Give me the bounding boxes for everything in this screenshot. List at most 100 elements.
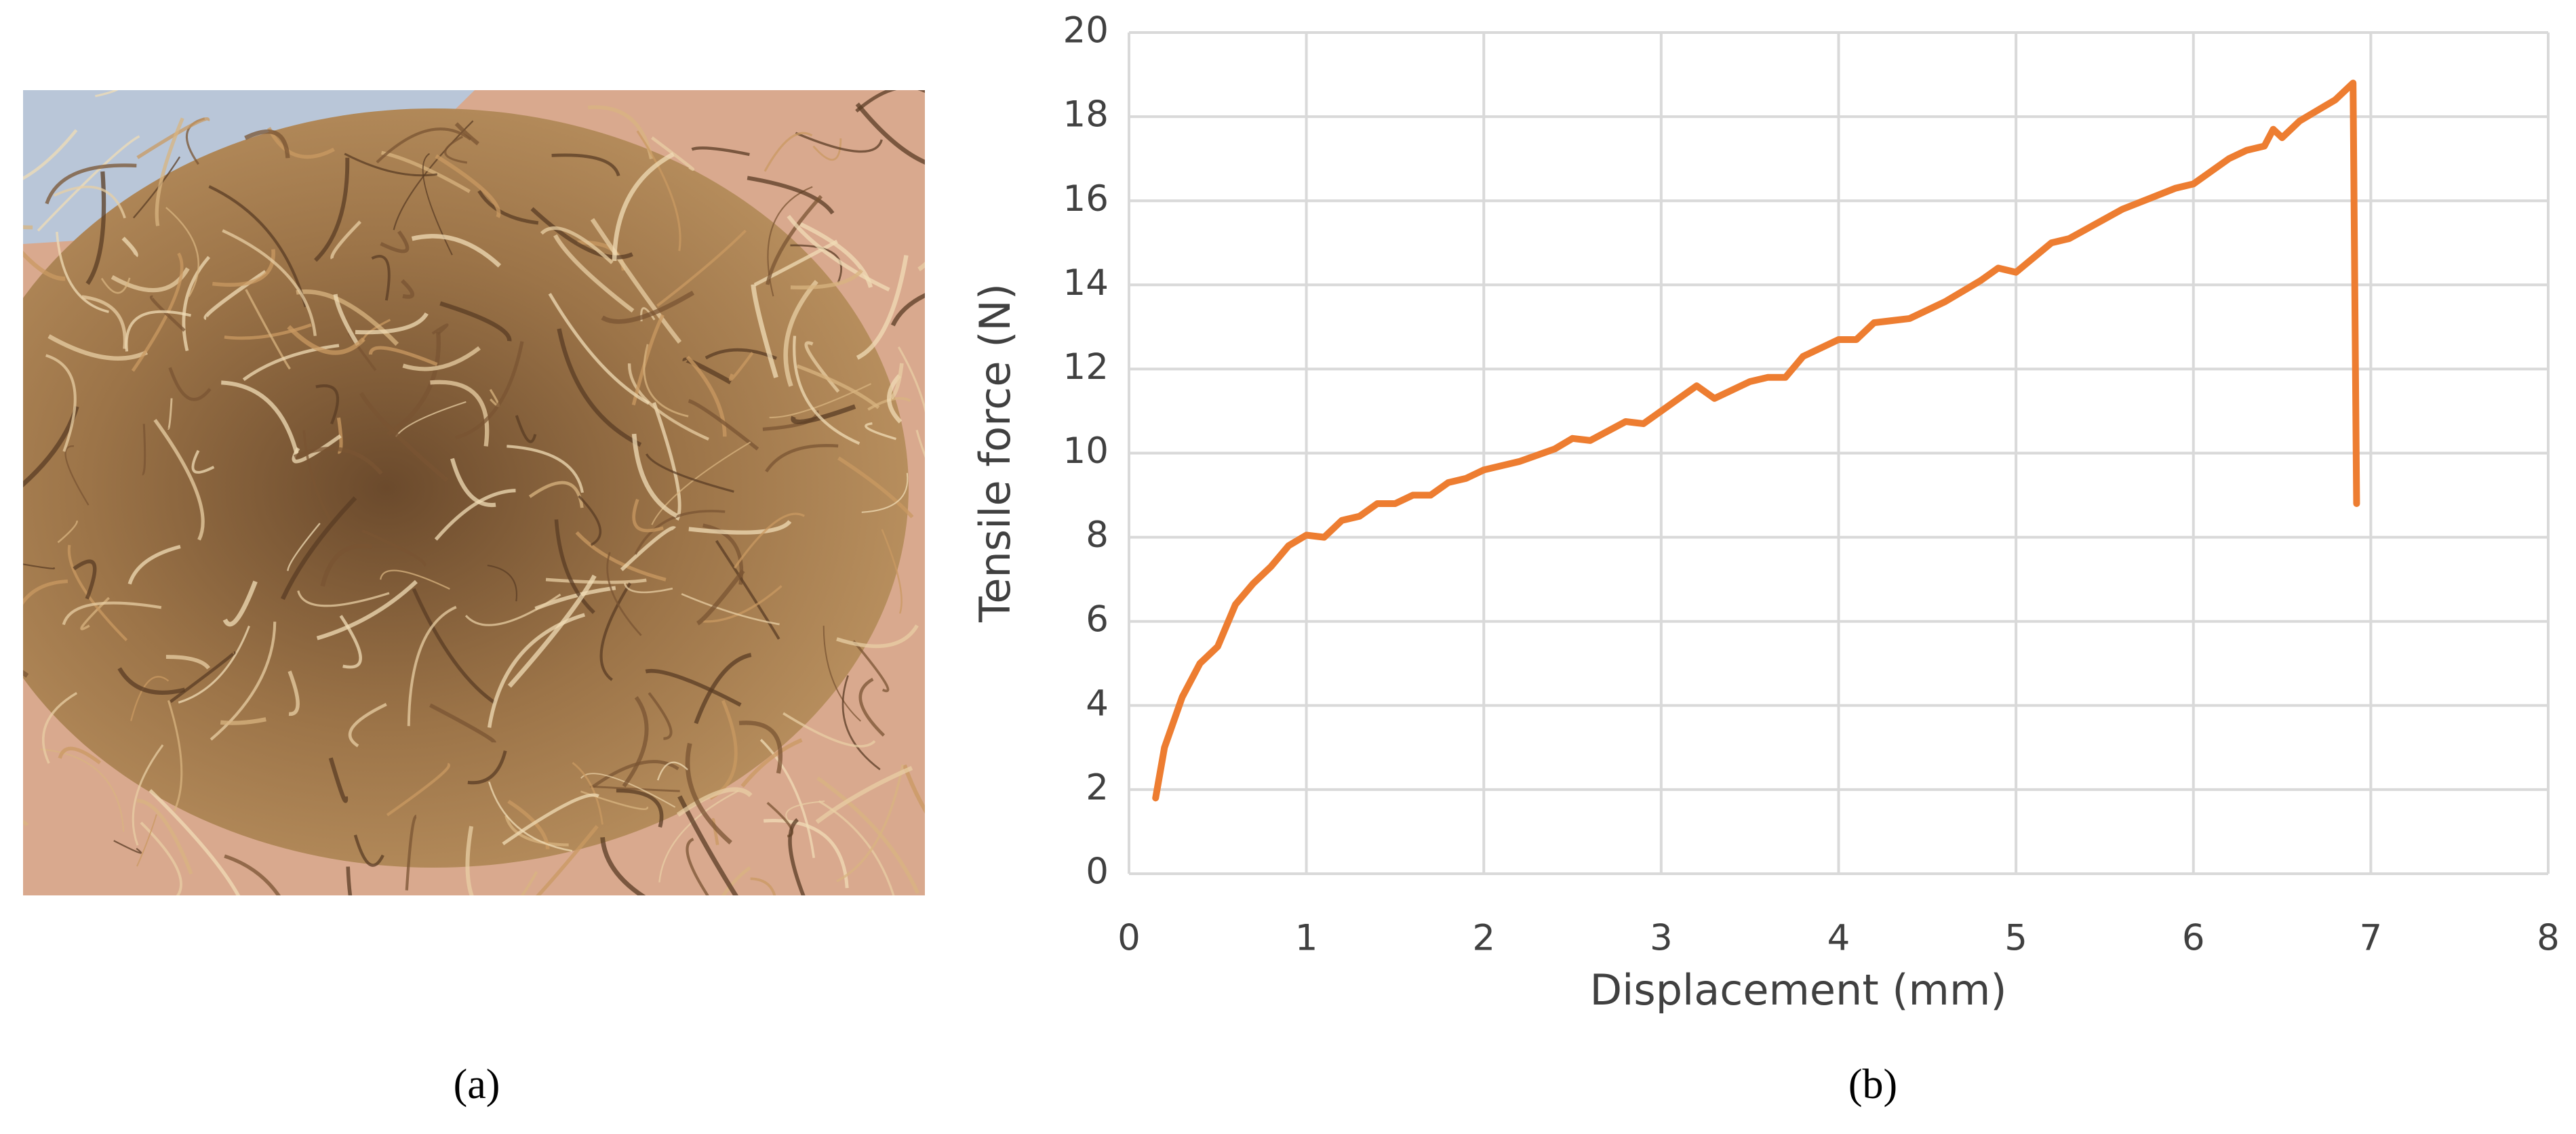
fiber	[645, 668, 742, 707]
fiber	[23, 579, 68, 605]
fiber	[504, 815, 569, 847]
fiber	[411, 234, 502, 268]
fiber	[141, 424, 146, 476]
fiber	[599, 582, 632, 681]
fiber	[652, 402, 681, 521]
fiber	[320, 544, 373, 587]
y-tick-label: 12	[1063, 346, 1109, 388]
fiber	[651, 136, 694, 171]
fiber	[267, 127, 335, 159]
fiber	[858, 677, 886, 737]
chart: Displacement (mm) Tensile force (N) 0 2 4 6…	[970, 10, 2560, 1015]
fiber	[502, 793, 599, 845]
fiber	[464, 593, 561, 626]
fiber	[117, 667, 186, 695]
fiber	[336, 417, 343, 454]
fiber	[386, 763, 450, 817]
fiber	[434, 489, 516, 541]
fiber	[371, 255, 391, 301]
fiber	[380, 230, 410, 254]
fiber	[520, 871, 538, 895]
photo	[23, 90, 925, 895]
fiber	[785, 801, 825, 822]
fiber	[681, 593, 780, 626]
fiber	[477, 190, 539, 225]
fiber	[155, 117, 184, 226]
fiber	[221, 380, 299, 454]
fiber	[855, 90, 925, 113]
fiber	[787, 215, 890, 292]
y-tick-label: 18	[1063, 94, 1109, 136]
fiber	[42, 691, 78, 764]
fiber	[113, 840, 142, 854]
fiber	[67, 544, 128, 642]
fiber	[890, 363, 904, 400]
fiber	[73, 559, 97, 600]
fiber	[751, 284, 778, 378]
fiber	[795, 131, 883, 153]
fiber	[182, 256, 211, 352]
fiber	[702, 585, 782, 623]
fiber	[578, 495, 601, 546]
fiber	[903, 764, 925, 814]
fiber	[167, 398, 173, 430]
fiber	[148, 789, 241, 895]
fiber	[435, 154, 501, 218]
fiber	[64, 445, 90, 506]
fiber	[686, 355, 727, 437]
fiber	[57, 520, 78, 544]
y-tick-label: 14	[1063, 262, 1109, 304]
fiber	[631, 433, 678, 518]
fiber	[45, 163, 137, 205]
fiber	[764, 131, 813, 172]
fiber	[58, 746, 102, 765]
fiber	[165, 207, 199, 298]
fiber	[656, 229, 747, 307]
fiber	[81, 295, 127, 349]
fiber	[548, 293, 650, 405]
fiber	[412, 588, 496, 704]
fiber	[572, 762, 603, 825]
fiber	[796, 364, 880, 409]
fiber	[685, 742, 732, 845]
fiber	[530, 207, 633, 260]
fiber	[387, 331, 441, 437]
fiber	[23, 819, 29, 827]
x-tick-label: 5	[2004, 918, 2027, 959]
fiber	[836, 764, 904, 883]
fiber	[348, 702, 387, 748]
data-line	[1152, 79, 2360, 802]
x-tick-label: 2	[1472, 918, 1495, 959]
fiber	[359, 392, 449, 482]
y-tick-label: 10	[1063, 430, 1109, 472]
fiber	[488, 781, 573, 852]
fiber	[865, 422, 896, 441]
fiber	[376, 127, 472, 164]
fiber	[361, 529, 427, 567]
fiber	[455, 341, 524, 440]
fiber	[783, 280, 818, 387]
fiber	[715, 540, 780, 640]
y-tick-label: 20	[1063, 10, 1109, 52]
fiber	[790, 268, 863, 290]
fiber	[314, 157, 350, 262]
fiber	[728, 352, 754, 381]
fiber	[897, 346, 925, 413]
fiber	[140, 822, 182, 895]
y-axis-title: Tensile force (N)	[970, 283, 1020, 623]
fiber	[507, 574, 597, 688]
fiber	[465, 826, 474, 895]
fiber	[691, 146, 750, 157]
fiber	[150, 295, 186, 332]
fiber	[407, 605, 457, 727]
fiber	[222, 580, 258, 627]
fiber	[54, 185, 126, 219]
fiber	[816, 776, 920, 895]
fiber	[747, 176, 835, 215]
fiber	[765, 444, 839, 472]
x-tick-label: 8	[2537, 918, 2560, 959]
fiber	[696, 569, 745, 626]
fiber	[915, 430, 925, 458]
fiber	[45, 354, 77, 452]
fiber	[450, 458, 496, 508]
